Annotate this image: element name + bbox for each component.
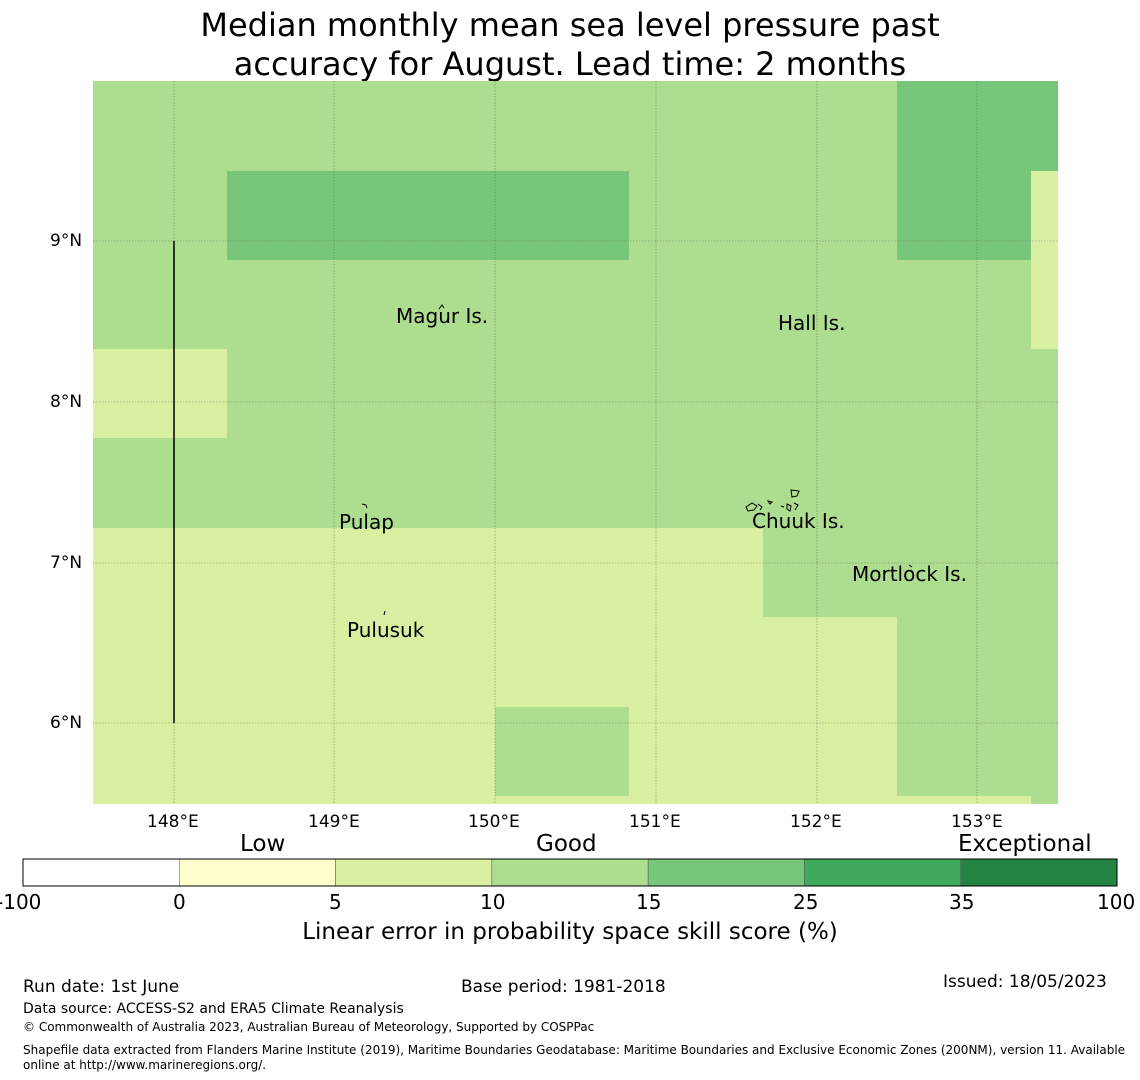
lon-tick-label: 152°E (790, 812, 842, 832)
title-line-1: Median monthly mean sea level pressure p… (200, 6, 940, 44)
score-cell (763, 617, 897, 804)
place-label-chuuk: Chuuk Is. (752, 509, 845, 533)
place-label-hall: Hall Is. (778, 311, 846, 335)
shapefile-credit-1: Shapefile data extracted from Flanders M… (23, 1043, 1126, 1057)
data-source: Data source: ACCESS-S2 and ERA5 Climate … (23, 1001, 404, 1017)
place-label-pulap: Pulap (339, 510, 394, 534)
copyright: © Commonwealth of Australia 2023, Austra… (23, 1020, 595, 1034)
island-chuuk (745, 489, 800, 512)
issued-date: Issued: 18/05/2023 (943, 972, 1107, 992)
lon-tick-label: 150°E (468, 812, 520, 832)
score-cell (227, 171, 629, 260)
run-date: Run date: 1st June (23, 977, 180, 997)
title-line-2: accuracy for August. Lead time: 2 months (233, 45, 907, 83)
island-pulusuk (383, 610, 386, 616)
score-cell (495, 707, 629, 796)
lat-tick-label: 9°N (50, 231, 83, 251)
colorbar-segment (179, 858, 336, 887)
score-cell (93, 349, 227, 438)
colorbar-tick: 100 (1097, 890, 1136, 914)
legend-category-low: Low (240, 831, 286, 857)
lon-tick-label: 153°E (951, 812, 1003, 832)
colorbar-segment (960, 858, 1118, 887)
colorbar-segment (491, 858, 649, 887)
colorbar-tick: 35 (949, 890, 975, 914)
lon-tick-label: 148°E (147, 812, 199, 832)
island-magur (438, 304, 445, 310)
colorbar-outline (22, 858, 1118, 887)
colorbar-tick: 10 (480, 890, 506, 914)
legend-category-good: Good (536, 831, 597, 857)
island-mortlock (908, 564, 913, 568)
colorbar-tick: 15 (636, 890, 662, 914)
colorbar-label: Linear error in probability space skill … (302, 919, 838, 945)
colorbar-tick: 0 (173, 890, 186, 914)
colorbar-segment (22, 858, 180, 887)
colorbar (22, 858, 1118, 887)
colorbar-tick: 5 (329, 890, 342, 914)
score-cell (93, 528, 763, 804)
lat-tick-label: 7°N (50, 553, 83, 573)
shapefile-credit-2: online at http://www.marineregions.org/. (23, 1058, 267, 1072)
place-label-mortlock: Mortlock Is. (852, 562, 967, 586)
island-pulap (361, 503, 368, 509)
colorbar-segment (335, 858, 493, 887)
score-cell (1031, 171, 1058, 349)
place-label-pulusuk: Pulusuk (347, 618, 425, 642)
lat-tick-label: 6°N (50, 713, 83, 733)
legend-category-exceptional: Exceptional (958, 831, 1092, 857)
lon-tick-label: 149°E (308, 812, 360, 832)
skill-score-map (93, 81, 1058, 804)
base-period: Base period: 1981-2018 (461, 977, 666, 997)
place-label-magur: Magur Is. (396, 304, 489, 328)
colorbar-segment (647, 858, 805, 887)
colorbar-tick: -100 (0, 890, 42, 914)
lon-tick-label: 151°E (629, 812, 681, 832)
lat-tick-label: 8°N (50, 392, 83, 412)
score-cell (897, 796, 1031, 804)
map-title: Median monthly mean sea level pressure p… (0, 6, 1140, 84)
colorbar-segment (804, 858, 961, 887)
colorbar-tick: 25 (793, 890, 819, 914)
